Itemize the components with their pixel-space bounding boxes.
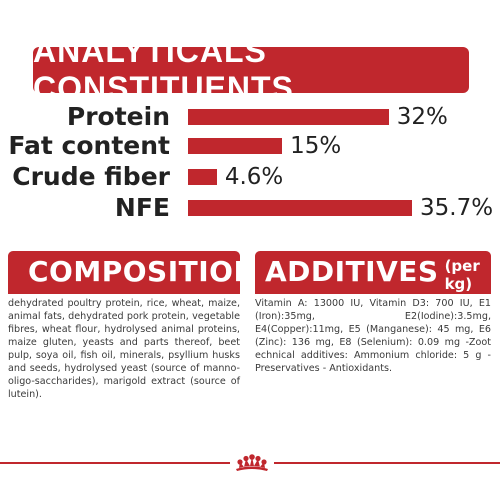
analytical-title-bar: ANALYTICALS CONSTITUENTS (33, 33, 469, 106)
additives-subtitle: (per kg) (444, 256, 480, 293)
constituent-value: 15% (290, 133, 342, 159)
constituent-bar (188, 200, 412, 216)
constituent-bar (188, 109, 389, 125)
composition-title: COMPOSITION (28, 255, 258, 288)
constituent-value: 32% (396, 104, 448, 130)
constituent-label: Protein (66, 102, 170, 131)
constituent-row: Crude fiber 4.6% (0, 162, 500, 192)
constituent-row: Fat content 15% (0, 131, 500, 161)
composition-divider (8, 292, 240, 294)
constituent-value: 4.6% (224, 164, 284, 190)
constituent-value: 35.7% (420, 195, 494, 221)
constituent-label: Crude fiber (12, 162, 170, 191)
constituent-bar (188, 138, 283, 154)
constituent-label: Fat content (8, 131, 170, 160)
constituent-row: Protein 32% (0, 102, 500, 132)
additives-text: Vitamin A: 13000 IU, Vitamin D3: 700 IU,… (255, 298, 491, 374)
additives-header: ADDITIVES (per kg) (255, 251, 491, 293)
additives-divider (255, 292, 491, 294)
composition-text: dehydrated poultry protein, rice, wheat,… (8, 298, 240, 400)
composition-header: COMPOSITION (8, 251, 257, 292)
constituent-label: NFE (114, 193, 170, 222)
crown-logo-graphic (236, 454, 268, 471)
analytical-title: ANALYTICALS CONSTITUENTS (33, 33, 294, 106)
crown-icon (230, 452, 274, 474)
constituent-bar (188, 169, 217, 185)
constituent-row: NFE 35.7% (0, 193, 500, 223)
additives-title: ADDITIVES (265, 255, 439, 288)
